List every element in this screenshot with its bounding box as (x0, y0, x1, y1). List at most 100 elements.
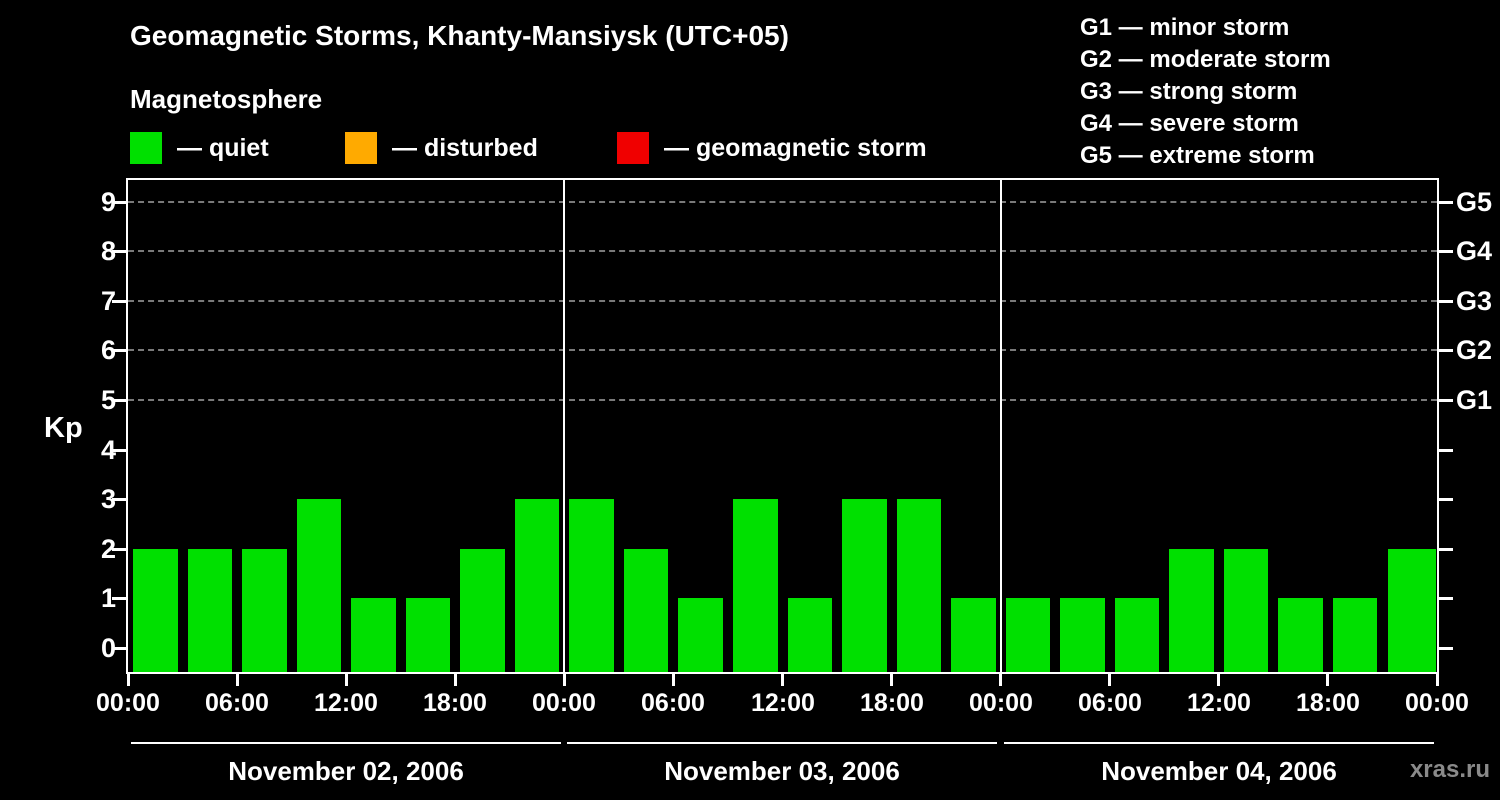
kp-bar (460, 548, 505, 672)
kp-bar (1169, 548, 1214, 672)
y-tick-label: 0 (100, 633, 116, 663)
y-tick-mark-left (112, 399, 126, 402)
kp-bar (1278, 598, 1323, 672)
chart-subtitle: Magnetosphere (130, 84, 323, 114)
y-tick-mark-left (112, 498, 126, 501)
x-tick-mark (1217, 674, 1221, 686)
chart-title: Geomagnetic Storms, Khanty-Mansiysk (UTC… (130, 20, 789, 51)
x-tick-label: 00:00 (969, 689, 1033, 717)
kp-bar (733, 499, 778, 672)
x-tick-mark (781, 674, 784, 686)
x-tick-label: 00:00 (1405, 689, 1469, 717)
y-tick-mark-left (112, 349, 126, 352)
kp-bar (842, 499, 887, 672)
storm-scale-line: G2 — moderate storm (1080, 46, 1331, 73)
x-tick-label: 18:00 (860, 689, 924, 717)
x-tick-label: 18:00 (423, 689, 487, 717)
x-tick-mark (1326, 674, 1330, 686)
y-tick-mark-left (112, 647, 126, 650)
storm-scale-legend: G1 — minor storm G2 — moderate storm G3 — … (1080, 12, 1331, 172)
y-tick-mark-left (112, 597, 126, 600)
x-tick-mark (671, 674, 675, 686)
day-axis-line (1004, 742, 1434, 744)
y-tick-mark-right (1439, 498, 1453, 501)
watermark-xras: xras.ru (1409, 756, 1490, 783)
gridline-kp-8 (128, 250, 1437, 253)
day-label: November 03, 2006 (664, 756, 900, 786)
y-tick-label: 8 (100, 236, 116, 266)
kp-bar (514, 499, 560, 672)
y-tick-label: 5 (100, 385, 116, 415)
y-tick-mark-right (1439, 548, 1453, 551)
legend-label: — geomagnetic storm (664, 133, 927, 162)
y-tick-mark-left (112, 201, 126, 204)
x-tick-mark (126, 674, 130, 686)
x-tick-mark (890, 674, 894, 686)
x-tick-label: 00:00 (96, 689, 160, 717)
legend-item-2: — geomagnetic storm (617, 132, 927, 164)
g-level-label-G3: G3 (1456, 286, 1493, 316)
kp-bar (787, 598, 832, 672)
legend-swatch (130, 132, 162, 164)
y-tick-mark-right (1439, 250, 1453, 253)
gridline-kp-7 (128, 299, 1437, 302)
gridline-kp-5 (128, 399, 1437, 401)
x-tick-mark (999, 674, 1003, 686)
x-tick-label: 00:00 (532, 689, 596, 717)
day-label: November 04, 2006 (1101, 756, 1337, 786)
legend-item-0: — quiet (130, 132, 269, 164)
x-tick-label: 06:00 (641, 689, 705, 717)
x-tick-mark (344, 674, 348, 686)
y-tick-mark-right (1439, 449, 1453, 452)
storm-scale-line: G4 — severe storm (1080, 110, 1299, 137)
g-level-label-G4: G4 (1456, 236, 1493, 266)
x-tick-label: 06:00 (1078, 689, 1142, 717)
y-tick-mark-right (1439, 399, 1453, 402)
kp-bar (1223, 548, 1269, 672)
kp-bar (1387, 548, 1436, 672)
kp-bar (896, 499, 942, 672)
y-tick-mark-right (1439, 349, 1453, 352)
x-tick-label: 12:00 (1187, 689, 1251, 717)
day-boundary-line (563, 180, 565, 672)
x-tick-label: 12:00 (314, 689, 378, 717)
x-tick-mark (453, 674, 457, 686)
kp-bar (569, 499, 614, 672)
g-level-label-G5: G5 (1456, 187, 1493, 217)
y-tick-mark-right (1439, 201, 1453, 204)
x-tick-mark (1108, 674, 1112, 686)
y-tick-mark-right (1439, 647, 1453, 650)
y-tick-label: 1 (100, 583, 116, 613)
kp-bar (1005, 598, 1051, 672)
kp-bar (351, 598, 396, 672)
y-tick-mark-left (112, 250, 126, 253)
kp-bar (187, 548, 232, 672)
x-tick-label: 12:00 (751, 689, 815, 717)
y-tick-label: 3 (100, 484, 116, 514)
legend-item-1: — disturbed (345, 132, 538, 164)
x-tick-mark (235, 674, 239, 686)
g-level-label-G2: G2 (1456, 335, 1493, 365)
g-level-label-G1: G1 (1456, 385, 1493, 415)
y-tick-mark-left (112, 548, 126, 551)
y-tick-mark-left (112, 449, 126, 452)
y-tick-label: 7 (100, 286, 116, 316)
y-tick-label: 2 (100, 534, 116, 564)
y-tick-label: 6 (100, 335, 116, 365)
plot-area (126, 178, 1439, 674)
gridline-kp-6 (128, 349, 1437, 352)
y-tick-mark-left (112, 300, 126, 303)
kp-bar (678, 598, 723, 672)
kp-bar (242, 548, 287, 672)
day-axis-line (567, 742, 997, 744)
legend-swatch (345, 132, 377, 164)
kp-bar (1332, 598, 1378, 672)
day-boundary-line (1000, 180, 1002, 672)
kp-bar (623, 548, 669, 672)
kp-bar (1114, 598, 1160, 672)
y-tick-mark-right (1439, 597, 1453, 600)
x-tick-mark (1435, 674, 1439, 686)
y-tick-label: 9 (100, 187, 116, 217)
y-tick-label: 4 (100, 435, 116, 465)
